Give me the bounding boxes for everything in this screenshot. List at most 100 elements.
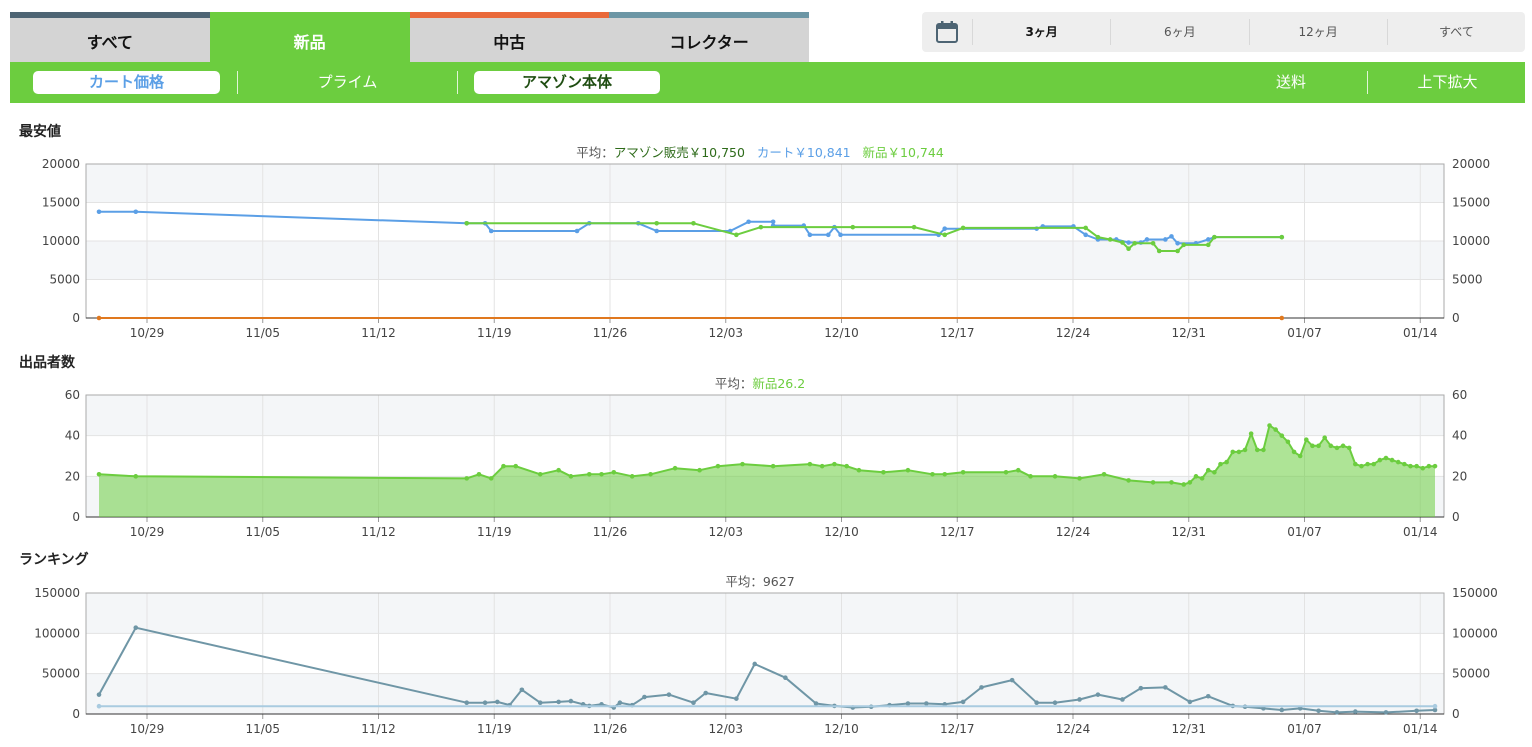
data-point: [960, 469, 966, 475]
y-tick-label-right: 20: [1452, 469, 1467, 483]
data-point: [1199, 476, 1205, 481]
data-point: [1359, 463, 1364, 469]
calendar-icon[interactable]: [922, 20, 972, 44]
price-section-title: 最安値: [19, 124, 61, 140]
data-point: [464, 220, 470, 226]
data-point: [1181, 242, 1187, 248]
toolbar-divider: [237, 71, 238, 94]
period-12m[interactable]: 12ヶ月: [1248, 19, 1387, 45]
data-point: [133, 625, 139, 630]
data-point: [1169, 234, 1174, 239]
sellers-legend: 平均：新品26.2: [560, 373, 960, 392]
series-line-1: [466, 222, 1282, 252]
legend-prefix: 平均：: [725, 574, 763, 589]
x-tick-label: 12/10: [824, 326, 859, 340]
data-point: [1181, 482, 1187, 487]
x-tick-label: 11/26: [593, 722, 628, 736]
y-tick-label-left: 20: [65, 469, 80, 483]
grid-band: [86, 241, 1444, 280]
amazon-toggle[interactable]: アマゾン本体: [474, 71, 660, 94]
data-point: [1003, 469, 1009, 475]
data-point: [1052, 474, 1058, 479]
period-all[interactable]: すべて: [1386, 19, 1525, 45]
period-3m[interactable]: 3ヶ月: [972, 19, 1110, 45]
data-point: [1150, 241, 1156, 246]
x-tick-label: 12/31: [1171, 525, 1206, 539]
y-tick-label-left: 0: [72, 311, 80, 325]
data-point: [1052, 700, 1058, 706]
data-point: [856, 467, 862, 473]
chart-toolbar: カート価格 プライム アマゾン本体 送料 上下拡大: [10, 62, 1525, 103]
toolbar-divider: [1367, 71, 1368, 94]
data-point: [1279, 315, 1285, 321]
data-point: [1083, 225, 1088, 231]
data-point: [464, 476, 470, 481]
data-point: [783, 675, 788, 680]
x-tick-label: 11/26: [593, 326, 628, 340]
data-point: [734, 232, 739, 238]
data-point: [1316, 708, 1321, 714]
period-6m[interactable]: 6ヶ月: [1110, 19, 1248, 45]
data-point: [1297, 453, 1303, 459]
shipping-toggle[interactable]: 送料: [1275, 73, 1306, 91]
cart-price-toggle[interactable]: カート価格: [33, 71, 220, 94]
tab-all[interactable]: すべて: [10, 12, 210, 62]
data-point: [513, 463, 519, 469]
tab-collector[interactable]: コレクター: [609, 12, 809, 62]
y-tick-label-right: 10000: [1452, 234, 1490, 248]
y-tick-label-left: 40: [65, 429, 80, 443]
data-point: [1414, 708, 1419, 714]
data-point: [1212, 469, 1217, 475]
data-point: [488, 228, 494, 234]
data-point: [942, 472, 948, 477]
data-point: [1205, 693, 1211, 699]
series-area-0: [99, 425, 1435, 517]
data-point: [488, 476, 494, 481]
x-tick-label: 12/17: [940, 326, 975, 340]
data-point: [1414, 463, 1419, 469]
data-point: [838, 232, 843, 238]
data-point: [881, 469, 886, 475]
data-point: [654, 220, 659, 226]
data-point: [629, 474, 635, 479]
data-point: [1126, 246, 1131, 251]
data-point: [930, 472, 935, 477]
data-point: [715, 463, 721, 469]
toolbar-divider: [457, 71, 458, 94]
legend-cart: カート￥10,841: [756, 145, 851, 160]
data-point: [1169, 480, 1174, 485]
zoom-toggle[interactable]: 上下拡大: [1417, 73, 1478, 91]
data-point: [758, 224, 764, 230]
y-tick-label-left: 0: [72, 707, 80, 721]
x-tick-label: 12/31: [1171, 722, 1206, 736]
x-tick-label: 11/05: [245, 722, 280, 736]
data-point: [1236, 449, 1242, 455]
data-point: [1218, 461, 1223, 467]
tab-used[interactable]: 中古: [409, 12, 610, 62]
data-point: [1248, 431, 1254, 436]
prime-toggle[interactable]: プライム: [317, 73, 378, 91]
y-tick-label-right: 5000: [1452, 273, 1483, 287]
x-tick-label: 01/07: [1287, 722, 1322, 736]
data-point: [586, 472, 592, 477]
data-point: [574, 228, 580, 234]
tab-new[interactable]: 新品: [209, 12, 410, 62]
data-point: [942, 226, 948, 231]
data-point: [1077, 697, 1082, 702]
x-tick-label: 01/14: [1403, 722, 1438, 736]
data-point: [1279, 707, 1285, 713]
data-point: [1402, 461, 1407, 467]
grid-band: [86, 395, 1444, 436]
data-point: [1377, 457, 1383, 463]
data-point: [746, 219, 751, 225]
data-point: [691, 700, 696, 706]
data-point: [1083, 232, 1088, 238]
data-point: [1395, 459, 1401, 465]
data-point: [1224, 459, 1229, 465]
data-point: [1365, 461, 1370, 467]
data-point: [464, 700, 470, 706]
x-tick-label: 12/10: [824, 525, 859, 539]
data-point: [752, 661, 758, 667]
data-point: [1297, 706, 1303, 711]
